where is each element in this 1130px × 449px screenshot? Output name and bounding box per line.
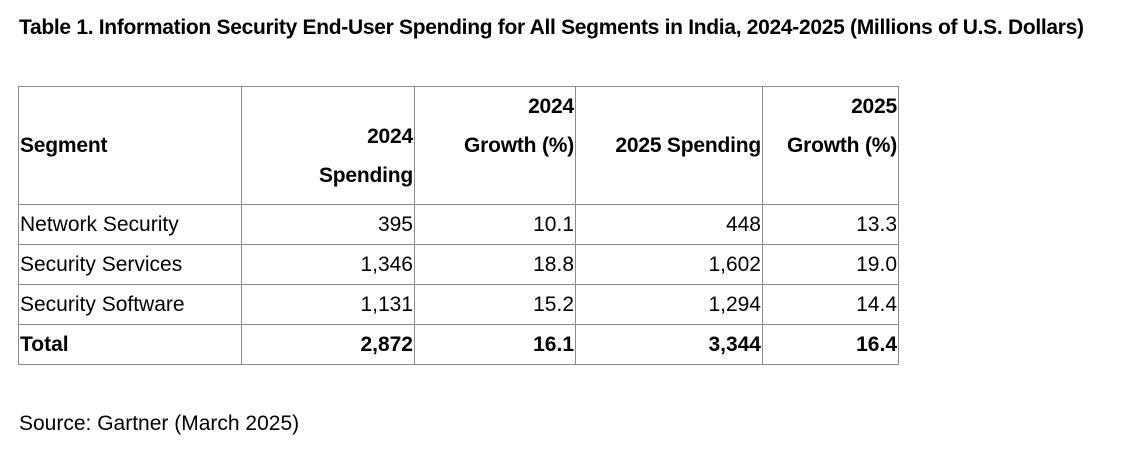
table-header-row: Segment 2024 Spending 2024 Growth (%) 20…	[18, 86, 899, 205]
cell-2025-growth: 19.0	[762, 244, 899, 285]
cell-2025-spending: 1,602	[575, 244, 763, 285]
header-2025-growth-line2: Growth (%)	[787, 134, 897, 157]
header-2024-spending-line1: 2024	[367, 124, 413, 148]
cell-2024-growth: 10.1	[414, 204, 576, 245]
cell-segment: Security Software	[18, 284, 242, 325]
header-2024-growth: 2024 Growth (%)	[414, 86, 576, 205]
header-2025-spending: 2025 Spending	[575, 86, 763, 205]
cell-2025-spending: 448	[575, 204, 763, 245]
header-2025-growth-line1: 2025	[851, 95, 897, 118]
table-row: Network Security 395 10.1 448 13.3	[18, 204, 899, 245]
cell-total-2025-growth: 16.4	[762, 324, 899, 365]
header-segment-label: Segment	[20, 134, 108, 157]
cell-total-2024-growth: 16.1	[414, 324, 576, 365]
cell-2024-spending: 1,346	[241, 244, 415, 285]
spending-table: Segment 2024 Spending 2024 Growth (%) 20…	[18, 86, 899, 365]
header-2025-spending-line1: 2025 Spending	[615, 134, 761, 157]
header-2024-growth-line1: 2024	[528, 95, 574, 118]
cell-2024-growth: 18.8	[414, 244, 576, 285]
cell-2025-growth: 14.4	[762, 284, 899, 325]
cell-total-label: Total	[18, 324, 242, 365]
cell-total-2024-spending: 2,872	[241, 324, 415, 365]
header-2025-growth: 2025 Growth (%)	[762, 86, 899, 205]
header-2024-spending-line2: Spending	[318, 163, 413, 187]
table-row: Security Software 1,131 15.2 1,294 14.4	[18, 284, 899, 325]
table-total-row: Total 2,872 16.1 3,344 16.4	[18, 324, 899, 365]
header-2024-growth-line2: Growth (%)	[464, 134, 574, 157]
cell-total-2025-spending: 3,344	[575, 324, 763, 365]
cell-2024-growth: 15.2	[414, 284, 576, 325]
cell-2025-growth: 13.3	[762, 204, 899, 245]
cell-segment: Security Services	[18, 244, 242, 285]
table-title: Table 1. Information Security End-User S…	[19, 16, 1084, 39]
table-row: Security Services 1,346 18.8 1,602 19.0	[18, 244, 899, 285]
cell-2024-spending: 1,131	[241, 284, 415, 325]
cell-2025-spending: 1,294	[575, 284, 763, 325]
cell-segment: Network Security	[18, 204, 242, 245]
header-2024-spending: 2024 Spending	[241, 86, 415, 205]
source-note: Source: Gartner (March 2025)	[19, 412, 300, 435]
cell-2024-spending: 395	[241, 204, 415, 245]
header-segment: Segment	[18, 86, 242, 205]
